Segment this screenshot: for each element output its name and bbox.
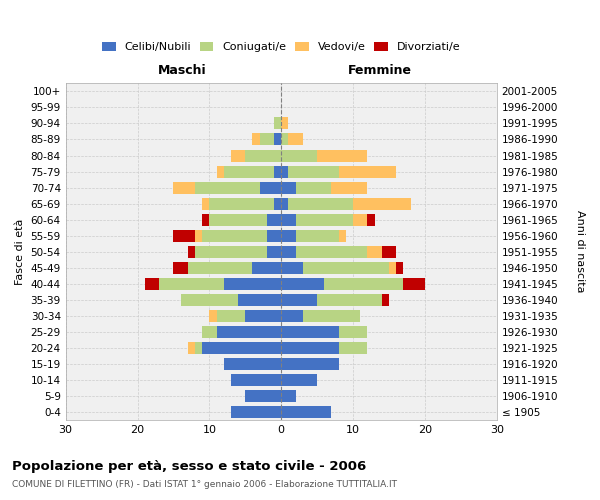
Bar bbox=[245, 310, 281, 322]
Bar bbox=[338, 230, 346, 241]
Bar bbox=[281, 214, 296, 226]
Bar bbox=[173, 182, 195, 194]
Text: Maschi: Maschi bbox=[158, 64, 206, 76]
Bar bbox=[209, 310, 217, 322]
Bar bbox=[338, 326, 367, 338]
Bar bbox=[195, 182, 260, 194]
Bar bbox=[403, 278, 425, 290]
Bar bbox=[281, 406, 331, 418]
Bar bbox=[231, 150, 245, 162]
Bar bbox=[253, 262, 281, 274]
Bar bbox=[281, 182, 296, 194]
Y-axis label: Anni di nascita: Anni di nascita bbox=[575, 210, 585, 293]
Bar bbox=[281, 278, 325, 290]
Legend: Celibi/Nubili, Coniugati/e, Vedovi/e, Divorziati/e: Celibi/Nubili, Coniugati/e, Vedovi/e, Di… bbox=[103, 42, 460, 52]
Bar bbox=[202, 230, 267, 241]
Bar bbox=[396, 262, 403, 274]
Bar bbox=[274, 198, 281, 209]
Bar bbox=[274, 134, 281, 145]
Bar bbox=[231, 406, 281, 418]
Bar bbox=[382, 246, 396, 258]
Bar bbox=[224, 358, 281, 370]
Text: COMUNE DI FILETTINO (FR) - Dati ISTAT 1° gennaio 2006 - Elaborazione TUTTITALIA.: COMUNE DI FILETTINO (FR) - Dati ISTAT 1°… bbox=[12, 480, 397, 489]
Bar bbox=[296, 230, 338, 241]
Bar bbox=[303, 262, 389, 274]
Bar bbox=[195, 230, 202, 241]
Bar bbox=[317, 150, 367, 162]
Bar bbox=[281, 342, 338, 354]
Bar bbox=[281, 166, 289, 177]
Bar bbox=[281, 246, 296, 258]
Bar bbox=[209, 214, 267, 226]
Bar bbox=[289, 198, 353, 209]
Bar bbox=[281, 326, 338, 338]
Bar bbox=[382, 294, 389, 306]
Bar bbox=[195, 246, 267, 258]
Bar bbox=[281, 198, 289, 209]
Bar bbox=[338, 342, 367, 354]
Bar bbox=[289, 166, 338, 177]
Bar bbox=[281, 262, 303, 274]
Y-axis label: Fasce di età: Fasce di età bbox=[15, 218, 25, 285]
Bar bbox=[202, 326, 217, 338]
Bar bbox=[202, 198, 209, 209]
Bar bbox=[281, 150, 317, 162]
Bar bbox=[281, 230, 296, 241]
Bar bbox=[296, 182, 331, 194]
Bar bbox=[195, 342, 202, 354]
Bar bbox=[331, 182, 367, 194]
Bar bbox=[224, 278, 281, 290]
Bar bbox=[296, 214, 353, 226]
Bar bbox=[353, 198, 410, 209]
Bar bbox=[296, 246, 367, 258]
Bar bbox=[367, 214, 374, 226]
Bar bbox=[188, 262, 253, 274]
Bar bbox=[325, 278, 403, 290]
Bar bbox=[173, 262, 188, 274]
Bar bbox=[389, 262, 396, 274]
Bar bbox=[267, 246, 281, 258]
Bar bbox=[317, 294, 382, 306]
Bar bbox=[367, 246, 382, 258]
Bar bbox=[260, 134, 274, 145]
Bar bbox=[173, 230, 195, 241]
Bar bbox=[245, 150, 281, 162]
Bar bbox=[245, 390, 281, 402]
Bar bbox=[159, 278, 224, 290]
Text: Femmine: Femmine bbox=[349, 64, 412, 76]
Bar bbox=[231, 374, 281, 386]
Bar bbox=[224, 166, 274, 177]
Bar bbox=[281, 118, 289, 130]
Bar bbox=[217, 166, 224, 177]
Bar bbox=[188, 342, 195, 354]
Bar bbox=[202, 342, 281, 354]
Bar bbox=[217, 326, 281, 338]
Bar bbox=[217, 310, 245, 322]
Bar bbox=[281, 390, 296, 402]
Bar bbox=[181, 294, 238, 306]
Bar bbox=[338, 166, 396, 177]
Bar bbox=[267, 230, 281, 241]
Bar bbox=[281, 374, 317, 386]
Bar bbox=[274, 118, 281, 130]
Bar bbox=[303, 310, 360, 322]
Bar bbox=[281, 294, 317, 306]
Bar bbox=[145, 278, 159, 290]
Bar bbox=[353, 214, 367, 226]
Bar bbox=[209, 198, 274, 209]
Text: Popolazione per età, sesso e stato civile - 2006: Popolazione per età, sesso e stato civil… bbox=[12, 460, 366, 473]
Bar bbox=[238, 294, 281, 306]
Bar bbox=[188, 246, 195, 258]
Bar bbox=[281, 358, 338, 370]
Bar bbox=[202, 214, 209, 226]
Bar bbox=[253, 134, 260, 145]
Bar bbox=[281, 134, 289, 145]
Bar bbox=[260, 182, 281, 194]
Bar bbox=[289, 134, 303, 145]
Bar bbox=[281, 310, 303, 322]
Bar bbox=[274, 166, 281, 177]
Bar bbox=[267, 214, 281, 226]
